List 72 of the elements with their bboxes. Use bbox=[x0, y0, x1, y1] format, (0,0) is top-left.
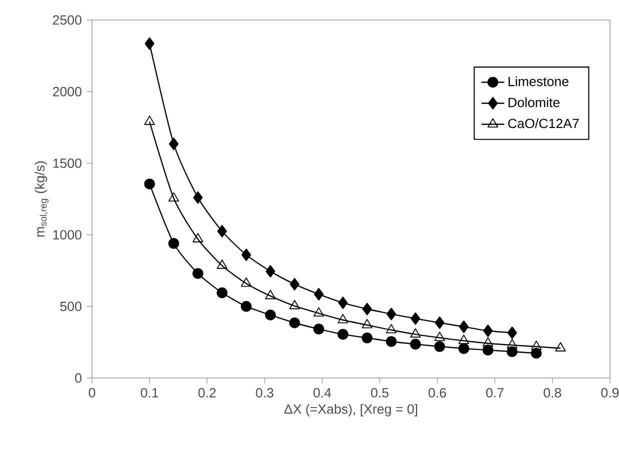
point bbox=[289, 300, 300, 310]
point bbox=[506, 346, 518, 358]
x-axis-title: ΔX (=Xabs), [Xreg = 0] bbox=[284, 404, 418, 416]
point bbox=[338, 296, 348, 310]
x-tick-label: 0 bbox=[88, 388, 96, 398]
point bbox=[266, 265, 276, 278]
y-tick-label: 2000 bbox=[52, 86, 82, 96]
x-tick-label: 0.8 bbox=[544, 388, 562, 398]
point bbox=[555, 342, 566, 352]
x-tick-label: 0.4 bbox=[313, 388, 332, 398]
point bbox=[531, 340, 542, 350]
point bbox=[313, 324, 324, 334]
x-tick-label: 0.9 bbox=[601, 388, 619, 398]
legend-label: Limestone bbox=[508, 76, 568, 86]
point bbox=[410, 312, 420, 325]
point bbox=[458, 343, 470, 354]
point bbox=[313, 307, 324, 317]
y-tick-label: 1500 bbox=[53, 158, 82, 168]
x-tick-label: 0.3 bbox=[256, 388, 274, 398]
point bbox=[192, 268, 204, 279]
legend-label: CaO/C12A7 bbox=[508, 118, 579, 128]
point bbox=[362, 302, 372, 316]
point bbox=[144, 116, 155, 125]
point bbox=[168, 138, 179, 150]
point bbox=[482, 344, 494, 356]
x-tick-label: 0.2 bbox=[198, 388, 216, 398]
point bbox=[386, 336, 397, 347]
y-axis-title: m$_{sol,reg}$ (kg/s) bbox=[34, 161, 48, 237]
y-tick-label: 500 bbox=[60, 302, 82, 312]
point bbox=[193, 191, 203, 204]
point bbox=[410, 338, 421, 350]
point bbox=[482, 337, 494, 347]
point bbox=[144, 37, 154, 50]
point bbox=[168, 238, 180, 249]
point bbox=[338, 328, 348, 340]
x-tick-label: 0.6 bbox=[428, 388, 446, 398]
point bbox=[338, 314, 348, 324]
point bbox=[265, 310, 276, 320]
y-tick-label: 1000 bbox=[53, 230, 82, 240]
point bbox=[216, 260, 228, 269]
point bbox=[240, 301, 252, 312]
point bbox=[217, 225, 227, 238]
y-tick-label: 0 bbox=[75, 373, 82, 383]
point bbox=[168, 192, 180, 202]
point bbox=[314, 288, 324, 300]
x-tick-label: 0.1 bbox=[140, 388, 158, 398]
point bbox=[483, 324, 493, 337]
legend-label: Dolomite bbox=[508, 97, 560, 108]
point bbox=[290, 278, 300, 290]
point bbox=[434, 341, 446, 352]
point bbox=[241, 248, 252, 262]
point bbox=[362, 332, 373, 344]
point bbox=[458, 334, 470, 344]
point bbox=[506, 338, 518, 348]
point bbox=[530, 348, 542, 359]
point bbox=[144, 178, 155, 190]
point bbox=[362, 318, 372, 328]
point bbox=[434, 316, 444, 329]
point bbox=[386, 308, 396, 320]
x-tick-label: 0.7 bbox=[486, 388, 504, 398]
point bbox=[192, 233, 204, 242]
point bbox=[240, 277, 252, 287]
point bbox=[507, 326, 517, 339]
point bbox=[216, 287, 228, 298]
y-tick-label: 2500 bbox=[52, 15, 82, 25]
point bbox=[265, 290, 276, 300]
point bbox=[410, 328, 421, 338]
point bbox=[386, 324, 397, 334]
x-tick-label: 0.5 bbox=[371, 388, 388, 398]
point bbox=[459, 320, 469, 333]
point bbox=[289, 317, 300, 328]
point bbox=[434, 332, 445, 342]
